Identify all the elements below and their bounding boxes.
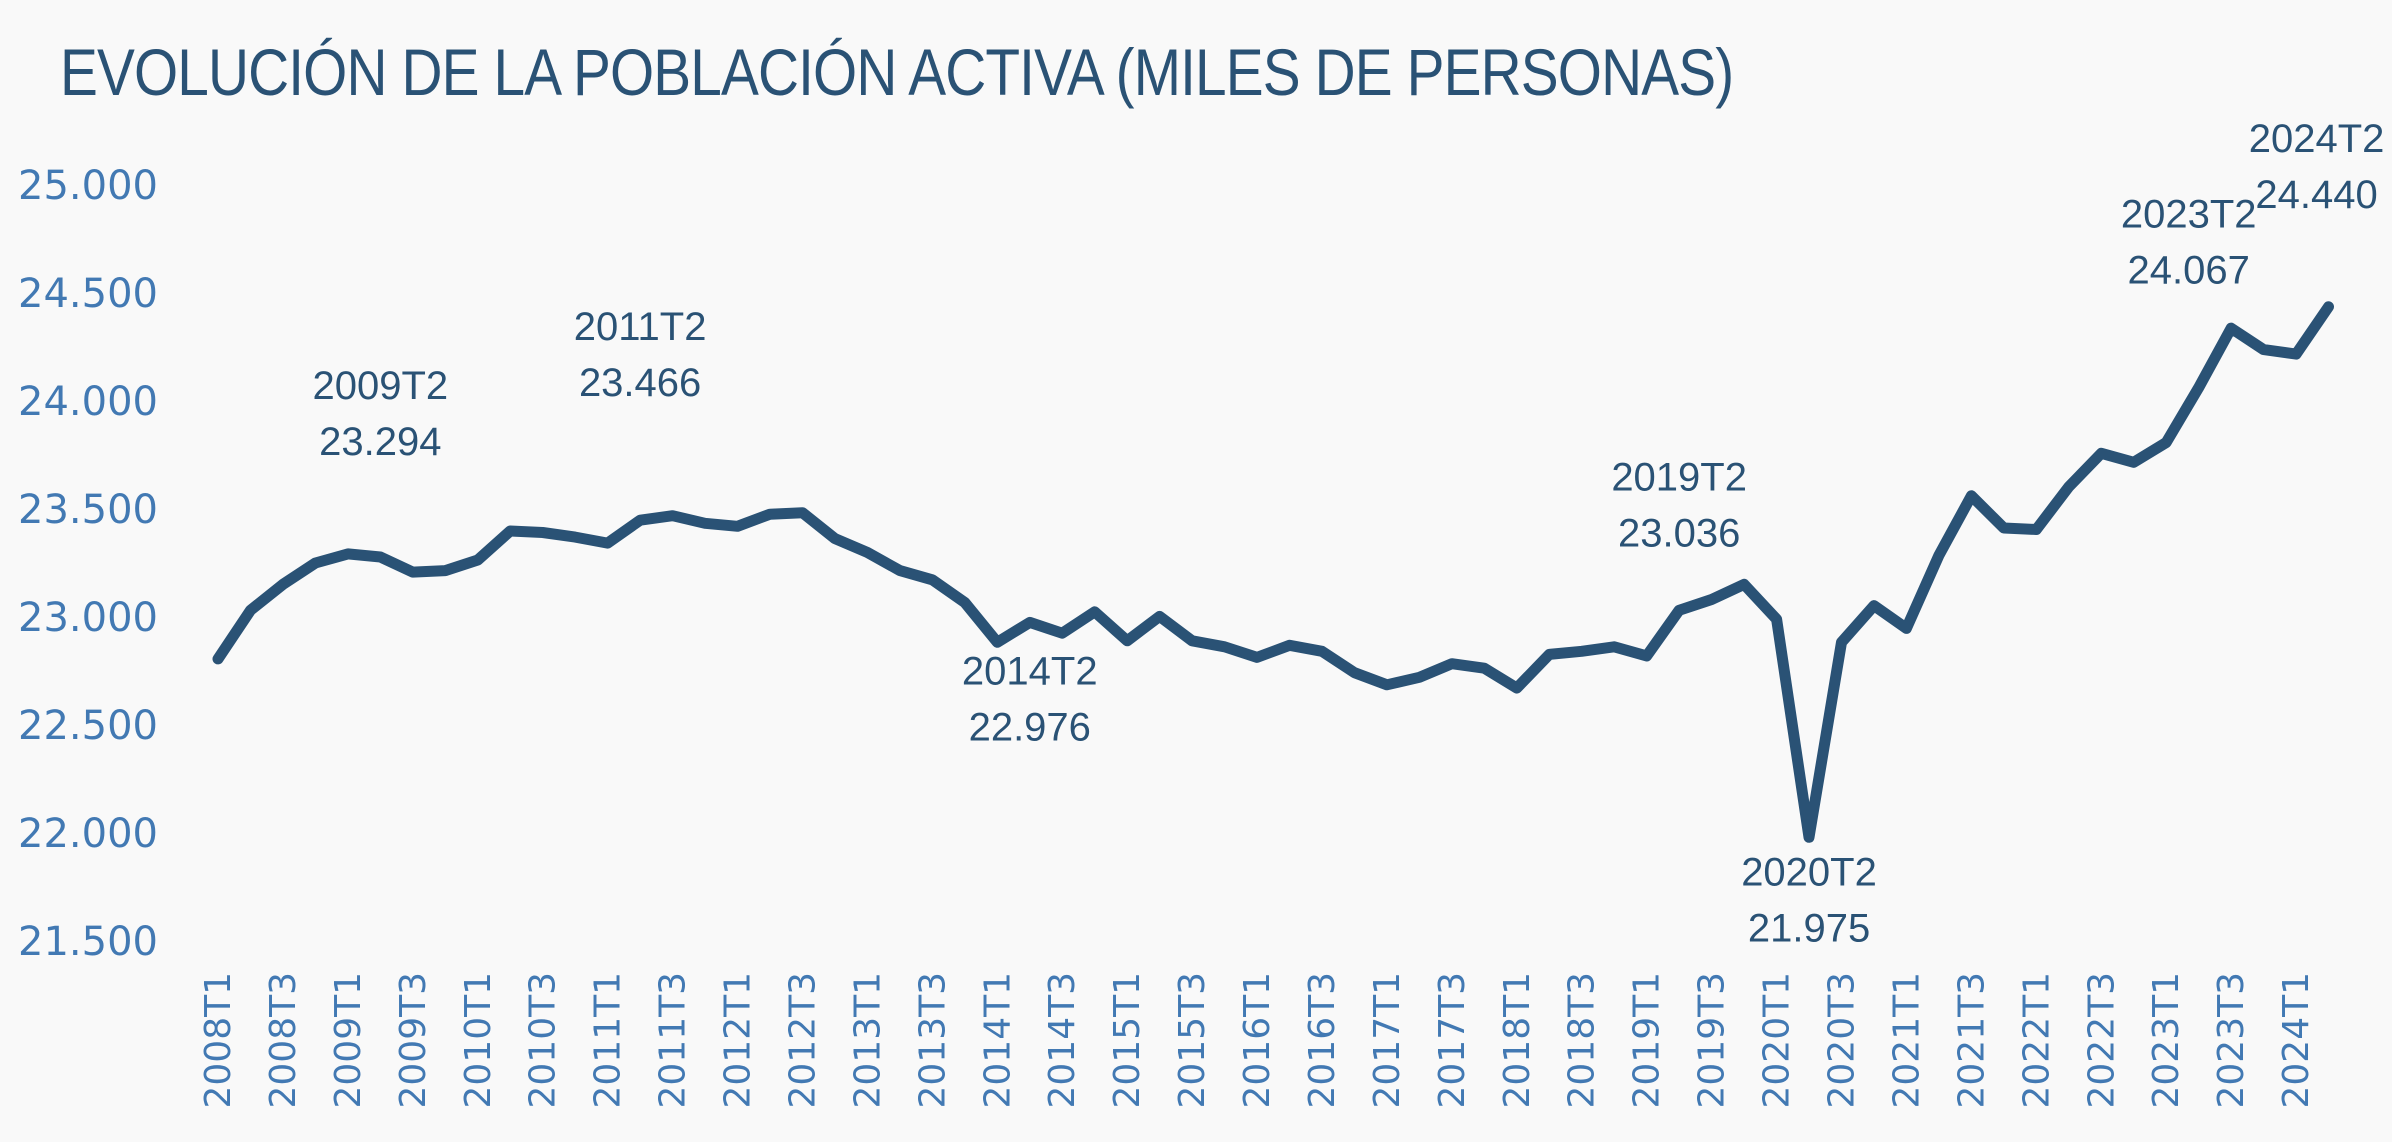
y-tick-label: 22.000 [18,811,158,857]
annotation: 2014T2 22.976 [962,649,1098,749]
x-tick-label: 2009T3 [393,972,434,1109]
y-tick-label: 24.500 [18,271,158,317]
annotation-value: 21.975 [1748,906,1870,950]
y-tick-label: 24.000 [18,379,158,425]
annotation-period: 2024T2 [2249,117,2385,161]
x-tick-label: 2022T1 [2016,972,2057,1109]
x-tick-label: 2018T3 [1562,972,1603,1109]
y-tick-label: 25.000 [18,163,158,209]
chart-title: EVOLUCIÓN DE LA POBLACIÓN ACTIVA (MILES … [60,35,1734,109]
x-tick-label: 2013T3 [912,972,953,1109]
x-tick-label: 2010T3 [523,972,564,1109]
y-tick-label: 23.000 [18,595,158,641]
x-tick-label: 2012T1 [718,972,759,1109]
x-tick-label: 2017T1 [1367,972,1408,1109]
x-tick-label: 2015T3 [1172,972,1213,1109]
x-tick-label: 2010T1 [458,972,499,1109]
x-tick-label: 2023T1 [2146,972,2187,1109]
annotation: 2024T2 24.440 [2249,117,2385,217]
x-tick-label: 2020T3 [1822,972,1863,1109]
annotation: 2020T2 21.975 [1741,850,1877,950]
annotation-value: 23.466 [579,361,701,405]
x-axis: 2008T1 2008T3 2009T1 2009T3 2010T1 2010T3 2011… [198,972,2317,1109]
annotation: 2019T2 23.036 [1611,455,1747,555]
annotation-period: 2014T2 [962,649,1098,693]
x-tick-label: 2019T1 [1627,972,1668,1109]
annotation-period: 2020T2 [1741,850,1877,894]
x-tick-label: 2022T3 [2081,972,2122,1109]
series-line [212,301,2334,843]
y-tick-label: 22.500 [18,703,158,749]
x-tick-label: 2012T3 [782,972,823,1109]
annotation: 2023T2 24.067 [2121,193,2257,293]
annotation-value: 23.036 [1618,511,1740,555]
x-tick-label: 2017T3 [1432,972,1473,1109]
x-tick-label: 2014T3 [1042,972,1083,1109]
x-tick-label: 2011T3 [653,972,694,1109]
x-tick-label: 2021T1 [1886,972,1927,1109]
x-tick-label: 2023T3 [2211,972,2252,1109]
annotation-value: 22.976 [969,705,1091,749]
x-tick-label: 2016T3 [1302,972,1343,1109]
x-tick-label: 2008T1 [198,972,239,1109]
x-tick-label: 2015T1 [1107,972,1148,1109]
x-tick-label: 2014T1 [977,972,1018,1109]
annotation-value: 24.067 [2127,249,2249,293]
x-tick-label: 2018T1 [1497,972,1538,1109]
x-tick-label: 2013T1 [847,972,888,1109]
x-tick-label: 2024T1 [2276,972,2317,1109]
x-tick-label: 2019T3 [1692,972,1733,1109]
series-group [212,301,2334,843]
y-tick-label: 21.500 [18,919,158,965]
annotation-period: 2009T2 [313,364,449,408]
annotation-period: 2023T2 [2121,193,2257,237]
annotation-period: 2011T2 [574,305,707,349]
annotation-value: 23.294 [319,420,441,464]
annotation-period: 2019T2 [1611,455,1747,499]
y-axis: 25.000 24.500 24.000 23.500 23.000 22.500 22.0… [18,163,158,965]
x-tick-label: 2016T1 [1237,972,1278,1109]
x-tick-label: 2020T1 [1757,972,1798,1109]
annotation-value: 24.440 [2255,173,2377,217]
x-tick-label: 2021T3 [1951,972,1992,1109]
x-tick-label: 2011T1 [588,972,629,1109]
y-tick-label: 23.500 [18,487,158,533]
x-tick-label: 2009T1 [328,972,369,1109]
x-tick-label: 2008T3 [263,972,304,1109]
annotation: 2009T2 23.294 [313,364,449,464]
annotation: 2011T2 23.466 [574,305,707,405]
annotations: 2009T2 23.294 2011T2 23.466 2014T2 22.976 2019… [313,117,2385,950]
